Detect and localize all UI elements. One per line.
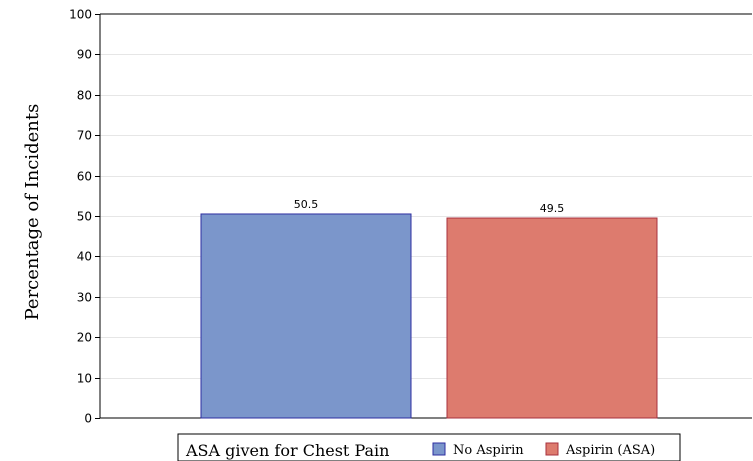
y-tick-label-70: 70 bbox=[77, 129, 92, 143]
data-label-0: 50.5 bbox=[294, 198, 319, 211]
legend-entry-no-aspirin: No Aspirin bbox=[453, 443, 524, 458]
y-tick-label-80: 80 bbox=[77, 89, 92, 103]
y-tick-label-40: 40 bbox=[77, 250, 92, 264]
y-axis-label: Percentage of Incidents bbox=[22, 104, 43, 321]
y-tick-label-0: 0 bbox=[84, 412, 92, 426]
y-tick-label-10: 10 bbox=[77, 372, 92, 386]
y-tick-label-90: 90 bbox=[77, 48, 92, 62]
bar-aspirin-asa bbox=[446, 217, 658, 419]
y-tick-label-50: 50 bbox=[77, 210, 92, 224]
y-tick-label-20: 20 bbox=[77, 331, 92, 345]
legend-frame bbox=[177, 433, 681, 461]
data-label-1: 49.5 bbox=[540, 202, 565, 215]
legend-swatch-no-aspirin bbox=[432, 442, 446, 456]
bars bbox=[200, 213, 658, 419]
data-labels: 50.5 49.5 bbox=[294, 198, 565, 215]
legend: ASA given for Chest Pain No Aspirin Aspi… bbox=[177, 433, 681, 461]
legend-swatch-aspirin bbox=[545, 442, 559, 456]
y-tick-label-100: 100 bbox=[69, 8, 92, 22]
y-tick-label-30: 30 bbox=[77, 291, 92, 305]
bar-no-aspirin bbox=[200, 213, 412, 419]
y-tick-label-60: 60 bbox=[77, 170, 92, 184]
legend-entry-aspirin: Aspirin (ASA) bbox=[565, 443, 655, 458]
legend-title: ASA given for Chest Pain bbox=[185, 441, 389, 460]
